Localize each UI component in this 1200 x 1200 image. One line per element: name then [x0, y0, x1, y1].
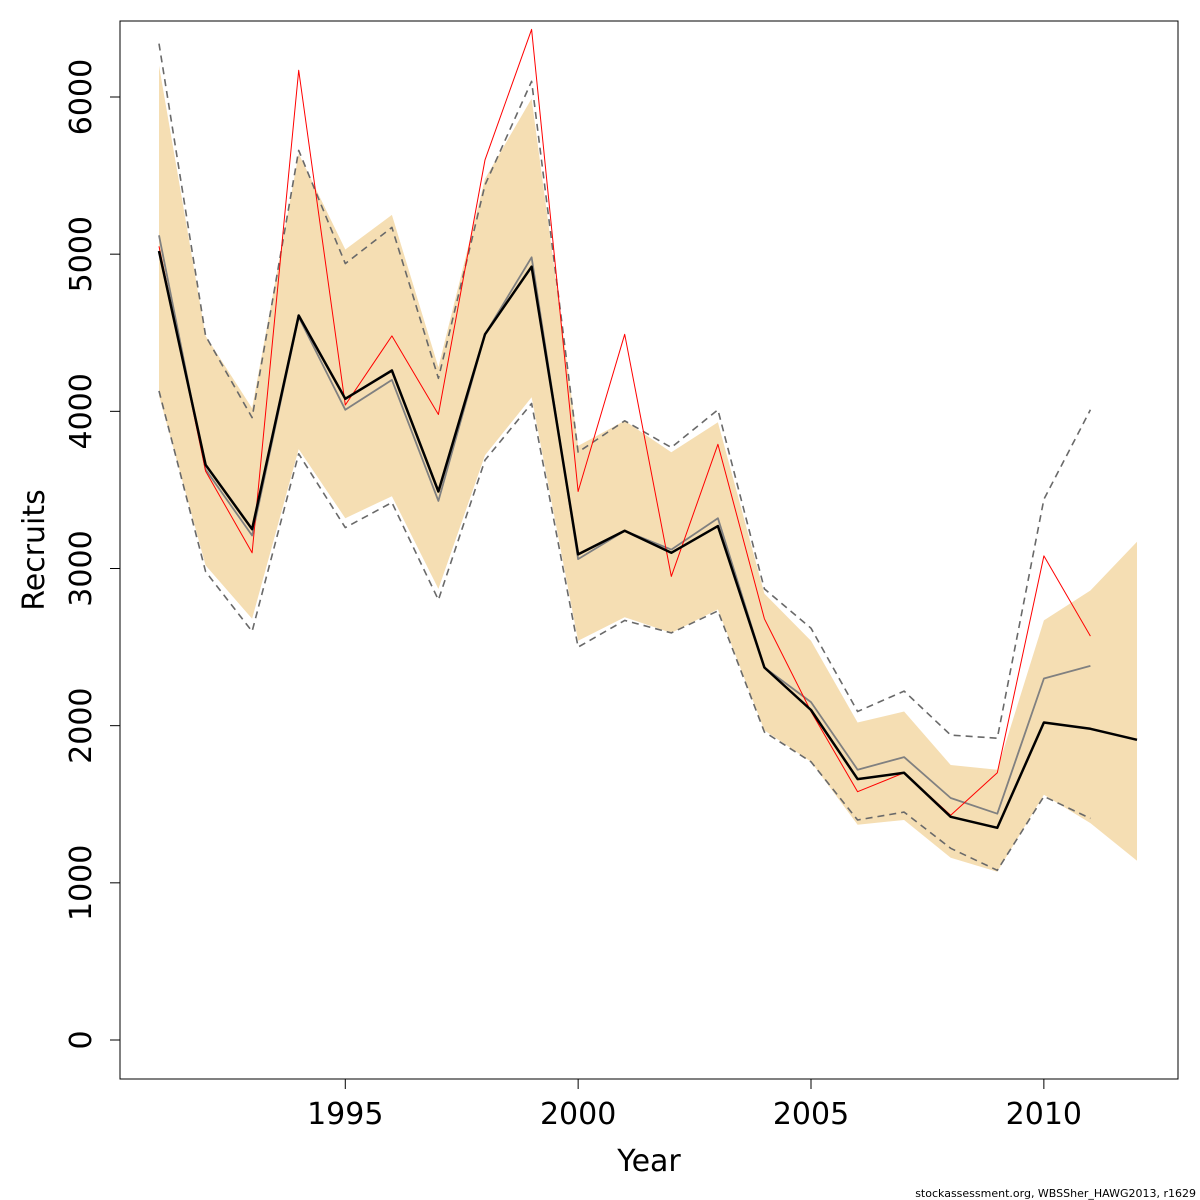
- lower-bound-dashed-line: [158, 390, 1091, 872]
- y-tick-label: 3000: [64, 530, 99, 606]
- confidence-band: [159, 65, 1137, 872]
- estimate-line: [157, 250, 1138, 830]
- x-tick-label: 2005: [773, 1097, 849, 1132]
- y-tick-label: 2000: [64, 687, 99, 763]
- x-axis-title: Year: [616, 1144, 681, 1179]
- x-tick-label: 2000: [540, 1097, 616, 1132]
- x-tick-label: 2010: [1006, 1097, 1082, 1132]
- y-axis-title: Recruits: [17, 489, 52, 611]
- y-tick-label: 1000: [64, 845, 99, 921]
- x-axis: 1995 2000 2005 2010: [307, 1078, 1082, 1132]
- y-tick-label: 6000: [64, 59, 99, 135]
- y-tick-label: 5000: [64, 216, 99, 292]
- y-tick-label: 0: [64, 1030, 99, 1049]
- x-tick-label: 1995: [307, 1097, 383, 1132]
- confidence-band-layer: [159, 65, 1137, 872]
- footer-credit: stockassessment.org, WBSSher_HAWG2013, r…: [915, 1187, 1196, 1200]
- y-tick-label: 4000: [64, 373, 99, 449]
- y-axis: 0 1000 2000 3000 4000 5000 6000: [64, 59, 121, 1050]
- series-layer: [157, 28, 1138, 872]
- upper-bound-dashed-line: [158, 43, 1092, 739]
